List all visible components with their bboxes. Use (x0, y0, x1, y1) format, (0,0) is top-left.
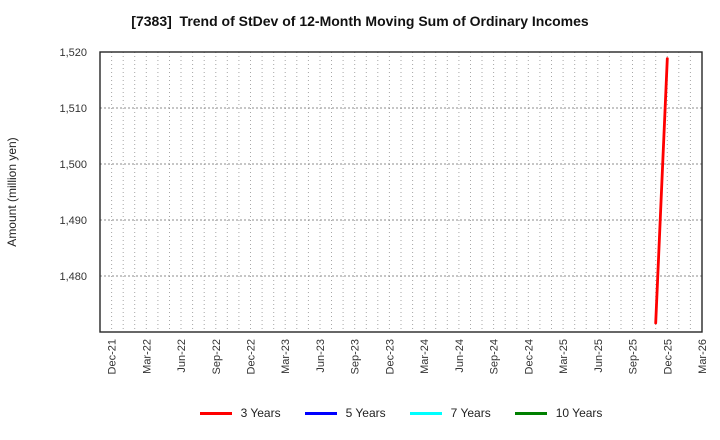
series-line-3-years (654, 57, 669, 325)
x-tick-label: Jun-24 (454, 339, 466, 373)
legend-label: 5 Years (345, 406, 386, 420)
legend-label: 10 Years (555, 406, 603, 420)
x-tick-label: Jun-23 (315, 339, 327, 373)
y-tick-label: 1,520 (59, 47, 87, 59)
legend-label: 7 Years (450, 406, 491, 420)
y-tick-label: 1,500 (59, 159, 87, 171)
x-tick-label: Jun-22 (176, 339, 188, 373)
legend-item-3-years: 3 Years (199, 406, 281, 420)
x-tick-label: Mar-24 (419, 339, 431, 374)
x-tick-label: Dec-22 (246, 339, 258, 374)
y-tick-label: 1,490 (59, 215, 87, 227)
legend-item-10-years: 10 Years (514, 406, 603, 420)
legend-item-7-years: 7 Years (409, 406, 491, 420)
x-tick-label: Sep-22 (211, 339, 223, 374)
x-tick-label: Dec-23 (384, 339, 396, 374)
x-tick-label: Dec-25 (662, 339, 674, 374)
x-tick-label: Sep-24 (489, 339, 501, 374)
legend-label: 3 Years (240, 406, 281, 420)
legend-line-swatch-3-years (199, 411, 232, 415)
x-tick-label: Mar-22 (141, 339, 153, 374)
x-tick-label: Sep-25 (628, 339, 640, 374)
legend-line-swatch-7-years (409, 411, 442, 415)
x-tick-label: Sep-23 (350, 339, 362, 374)
plot-border (99, 51, 703, 333)
x-tick-label: Dec-21 (107, 339, 119, 374)
x-tick-label: Mar-26 (697, 339, 709, 374)
legend-item-5-years: 5 Years (304, 406, 386, 420)
x-tick-label: Jun-25 (593, 339, 605, 373)
legend: 3 Years 5 Years 7 Years 10 Years (100, 406, 702, 420)
legend-line-swatch-5-years (304, 411, 337, 415)
x-tick-label: Mar-25 (558, 339, 570, 374)
y-tick-label: 1,480 (59, 271, 87, 283)
legend-line-swatch-10-years (514, 411, 547, 415)
y-tick-label: 1,510 (59, 103, 87, 115)
x-tick-label: Dec-24 (523, 339, 535, 374)
x-tick-label: Mar-23 (280, 339, 292, 374)
y-axis-label: Amount (million yen) (5, 137, 19, 246)
chart-title: [7383] Trend of StDev of 12-Month Moving… (131, 13, 589, 29)
